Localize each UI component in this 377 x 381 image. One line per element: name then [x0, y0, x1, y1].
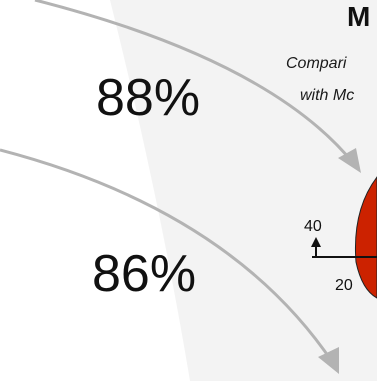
panel-title: M	[347, 1, 371, 32]
percentage-label-upper: 88%	[96, 69, 201, 127]
flow-arrow-upper	[34, 0, 356, 165]
gauge-red-segment	[354, 176, 377, 299]
percentage-label-lower: 86%	[92, 245, 197, 303]
flow-arrow-lower	[0, 148, 335, 364]
flow-arrowhead-upper	[338, 148, 361, 173]
shaded-region	[110, 0, 377, 381]
gauge-tick-label-bottom: 20	[335, 277, 353, 294]
gauge-tick-label-top: 40	[304, 218, 322, 235]
panel-subtitle-line-1: Compari	[286, 55, 347, 72]
gauge-axis-arrowhead	[311, 237, 321, 247]
flow-arrowhead-lower	[318, 347, 339, 374]
panel-subtitle-line-2: with Mc	[300, 87, 355, 104]
